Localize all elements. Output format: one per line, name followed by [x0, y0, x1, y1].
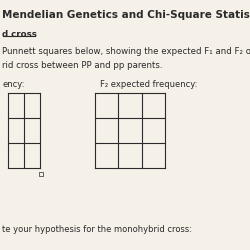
Text: te your hypothesis for the monohybrid cross:: te your hypothesis for the monohybrid cr…: [2, 225, 192, 234]
Text: F₂ expected frequency:: F₂ expected frequency:: [100, 80, 198, 89]
Text: Punnett squares below, showing the expected F₁ and F₂ offsprin: Punnett squares below, showing the expec…: [2, 48, 250, 56]
Text: ency:: ency:: [2, 80, 25, 89]
Text: d cross: d cross: [2, 30, 37, 39]
Text: rid cross between PP and pp parents.: rid cross between PP and pp parents.: [2, 61, 163, 70]
Text: Mendelian Genetics and Chi-Square Statistics Workshe: Mendelian Genetics and Chi-Square Statis…: [2, 10, 250, 20]
